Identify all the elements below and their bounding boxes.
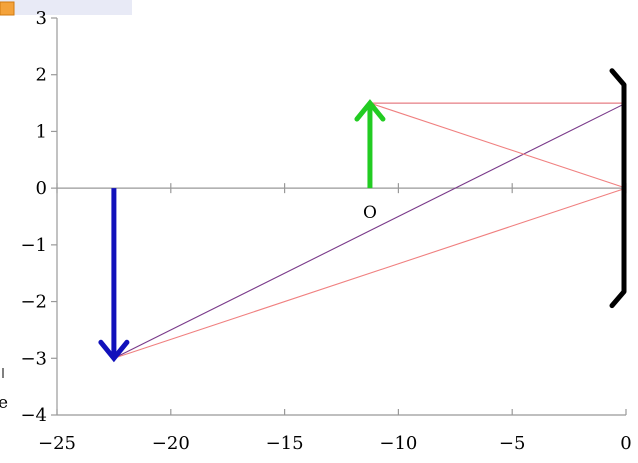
x-tick-label: −25: [38, 433, 76, 454]
y-tick-label: 1: [36, 121, 47, 142]
y-tick-label: −4: [20, 405, 47, 426]
image-arrow-head: [98, 339, 130, 363]
x-tick-label: −10: [379, 433, 417, 454]
y-tick-label: 0: [36, 178, 47, 199]
edge-artifact-text: e: [0, 393, 8, 413]
mirror-mark: [609, 68, 627, 309]
ray-line: [369, 102, 627, 189]
ray-line: [113, 187, 627, 359]
object-label: O: [363, 203, 377, 223]
y-tick-label: 2: [36, 65, 47, 86]
y-tick-label: 3: [36, 8, 47, 29]
y-tick-label: −3: [20, 348, 47, 369]
x-tick-label: −5: [499, 433, 526, 454]
x-tick-label: −20: [152, 433, 190, 454]
corner-widget-icon[interactable]: [0, 1, 15, 16]
y-tick-label: −2: [20, 292, 47, 313]
arrows: [98, 68, 627, 363]
corner-widget-bg: [0, 0, 132, 15]
rays: [113, 102, 627, 359]
object-arrow-head: [354, 99, 386, 122]
ray-line: [113, 102, 627, 359]
x-tick-label: −15: [266, 433, 304, 454]
axes: [51, 17, 627, 416]
labels: 3 2 1 0 −1 −2 −3 −4 −25 −20 −15 −10 −5 0 O: [20, 8, 631, 454]
x-tick-label: 0: [620, 433, 631, 454]
y-tick-label: −1: [20, 235, 47, 256]
